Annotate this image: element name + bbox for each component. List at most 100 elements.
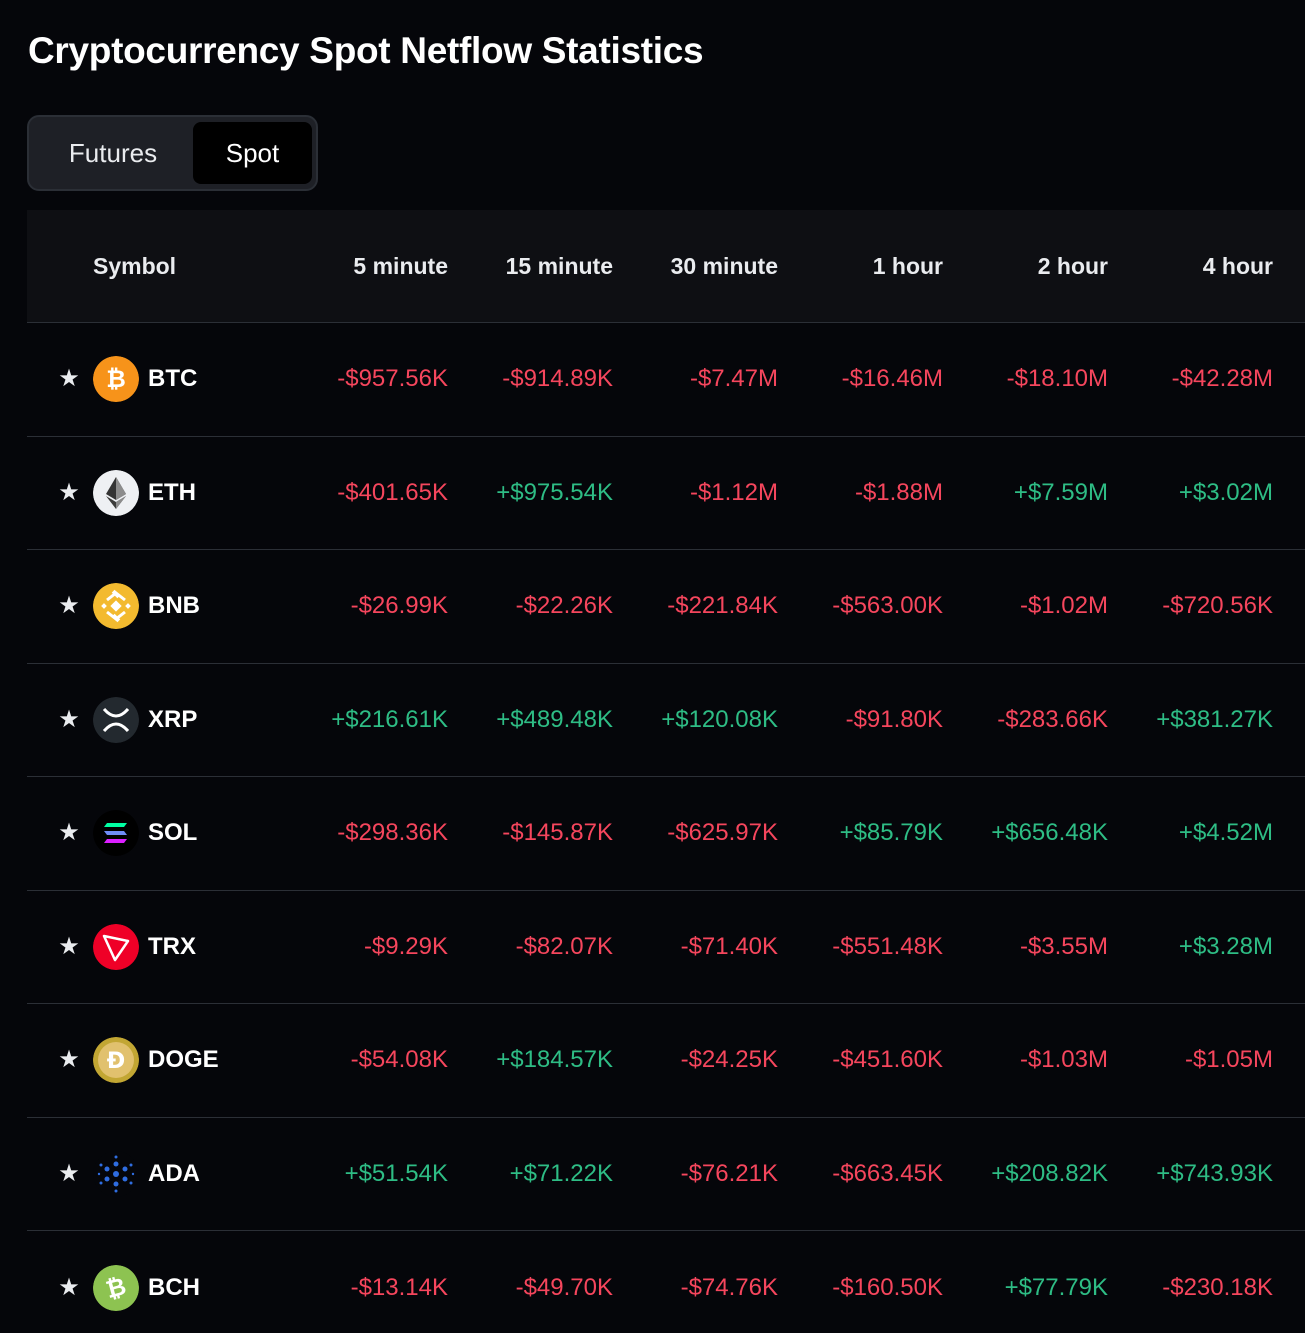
favorite-star-icon[interactable]: ★ [58, 705, 80, 733]
column-header-1h[interactable]: 1 hour [872, 252, 943, 279]
netflow-5m-cell: -$13.14K [350, 1273, 448, 1301]
netflow-1h-cell: -$663.45K [832, 1159, 943, 1187]
symbol-label[interactable]: XRP [148, 705, 198, 733]
symbol-label[interactable]: ETH [148, 478, 196, 506]
table-row[interactable]: ★ ADA +$51.54K +$71.22K -$76.21K -$663.45K +$2… [27, 1118, 1305, 1231]
table-header: Symbol 5 minute 15 minute 30 minute 1 ho… [27, 210, 1305, 323]
symbol-cell: ★ BNB [27, 550, 283, 663]
netflow-1h-cell: -$16.46M [841, 365, 943, 393]
tab-spot[interactable]: Spot [193, 122, 312, 184]
netflow-5m-cell: -$9.29K [363, 932, 448, 960]
netflow-30m-cell: -$221.84K [667, 592, 778, 620]
netflow-table: Symbol 5 minute 15 minute 30 minute 1 ho… [27, 210, 1305, 1333]
favorite-star-icon[interactable]: ★ [58, 592, 80, 620]
netflow-2h-cell: -$1.02M [1019, 592, 1108, 620]
symbol-cell: ★ Ð DOGE [27, 1004, 283, 1117]
netflow-15m-cell: +$975.54K [496, 478, 613, 506]
favorite-star-icon[interactable]: ★ [58, 1046, 80, 1074]
netflow-30m-cell: -$24.25K [680, 1046, 778, 1074]
table-row[interactable]: ★ ETH -$401.65K +$975.54K -$1.12M -$1.88M +$7.… [27, 437, 1305, 550]
column-header-4h[interactable]: 4 hour [1202, 252, 1273, 279]
symbol-cell: ★ ADA [27, 1118, 283, 1231]
netflow-30m-cell: -$76.21K [680, 1159, 778, 1187]
netflow-1h-cell: +$85.79K [839, 819, 943, 847]
symbol-cell: ★ ₿ BCH [27, 1231, 283, 1333]
netflow-2h-cell: -$283.66K [997, 705, 1108, 733]
column-header-symbol[interactable]: Symbol [93, 252, 177, 279]
netflow-1h-cell: -$563.00K [832, 592, 943, 620]
table-row[interactable]: ★ BNB -$26.99K -$22.26K -$221.84K -$563.00K -$… [27, 550, 1305, 664]
favorite-star-icon[interactable]: ★ [58, 365, 80, 393]
favorite-star-icon[interactable]: ★ [58, 1273, 80, 1301]
netflow-4h-cell: -$720.56K [1162, 592, 1273, 620]
netflow-4h-cell: +$381.27K [1156, 705, 1273, 733]
ethereum-icon [93, 469, 139, 516]
table-row[interactable]: ★ Ð DOGE -$54.08K +$184.57K -$24.25K -$451.60K… [27, 1004, 1305, 1118]
netflow-1h-cell: -$551.48K [832, 932, 943, 960]
symbol-label[interactable]: BCH [148, 1273, 200, 1301]
favorite-star-icon[interactable]: ★ [58, 819, 80, 847]
netflow-15m-cell: +$184.57K [496, 1046, 613, 1074]
netflow-30m-cell: -$1.12M [689, 478, 778, 506]
netflow-5m-cell: -$26.99K [350, 592, 448, 620]
column-header-5m[interactable]: 5 minute [353, 252, 448, 279]
netflow-4h-cell: +$4.52M [1178, 819, 1273, 847]
symbol-label[interactable]: BNB [148, 592, 200, 620]
symbol-cell: ★ ETH [27, 437, 283, 550]
symbol-cell: ★ SOL [27, 777, 283, 890]
netflow-5m-cell: +$216.61K [331, 705, 448, 733]
symbol-label[interactable]: DOGE [148, 1046, 219, 1074]
netflow-5m-cell: -$298.36K [337, 819, 448, 847]
netflow-5m-cell: +$51.54K [344, 1159, 448, 1187]
netflow-4h-cell: -$230.18K [1162, 1273, 1273, 1301]
netflow-4h-cell: -$1.05M [1184, 1046, 1273, 1074]
netflow-4h-cell: +$3.28M [1178, 932, 1273, 960]
table-row[interactable]: ★ ₿ BCH -$13.14K -$49.70K -$74.76K -$160.50K +$… [27, 1231, 1305, 1333]
netflow-1h-cell: -$91.80K [845, 705, 943, 733]
table-body: ★ ₿ BTC -$957.56K -$914.89K -$7.47M -$16.46M -$… [27, 323, 1305, 1333]
table-row[interactable]: ★ XRP +$216.61K +$489.48K +$120.08K -$91.80K -… [27, 664, 1305, 777]
favorite-star-icon[interactable]: ★ [58, 932, 80, 960]
netflow-30m-cell: +$120.08K [661, 705, 778, 733]
page-title: Cryptocurrency Spot Netflow Statistics [28, 30, 704, 71]
symbol-label[interactable]: TRX [148, 932, 196, 960]
table-row[interactable]: ★ TRX -$9.29K -$82.07K -$71.40K -$551.48K -$3.… [27, 891, 1305, 1004]
symbol-label[interactable]: BTC [148, 365, 198, 393]
column-header-30m[interactable]: 30 minute [670, 252, 778, 279]
netflow-2h-cell: +$7.59M [1013, 478, 1108, 506]
table-row[interactable]: ★ ₿ BTC -$957.56K -$914.89K -$7.47M -$16.46M -$… [27, 323, 1305, 437]
xrp-icon [93, 696, 139, 743]
netflow-2h-cell: +$208.82K [991, 1159, 1108, 1187]
netflow-2h-cell: -$3.55M [1019, 932, 1108, 960]
column-header-2h[interactable]: 2 hour [1037, 252, 1108, 279]
symbol-label[interactable]: SOL [148, 819, 198, 847]
netflow-2h-cell: +$77.79K [1004, 1273, 1108, 1301]
dogecoin-icon: Ð [93, 1037, 139, 1084]
market-type-toggle: Futures Spot [27, 115, 318, 191]
column-header-15m[interactable]: 15 minute [505, 252, 613, 279]
netflow-2h-cell: -$18.10M [1006, 365, 1108, 393]
bnb-icon [93, 583, 139, 630]
netflow-5m-cell: -$957.56K [337, 365, 448, 393]
netflow-5m-cell: -$54.08K [350, 1046, 448, 1074]
favorite-star-icon[interactable]: ★ [58, 478, 80, 506]
netflow-15m-cell: +$489.48K [496, 705, 613, 733]
netflow-1h-cell: -$160.50K [832, 1273, 943, 1301]
netflow-15m-cell: -$145.87K [502, 819, 613, 847]
netflow-5m-cell: -$401.65K [337, 478, 448, 506]
svg-text:Ð: Ð [107, 1049, 125, 1074]
netflow-15m-cell: -$22.26K [515, 592, 613, 620]
netflow-15m-cell: +$71.22K [509, 1159, 613, 1187]
netflow-30m-cell: -$71.40K [680, 932, 778, 960]
table-row[interactable]: ★ SOL -$298.36K -$145.87K -$625.97K +$85.79K +… [27, 777, 1305, 891]
symbol-cell: ★ ₿ BTC [27, 323, 283, 436]
netflow-2h-cell: +$656.48K [991, 819, 1108, 847]
symbol-cell: ★ TRX [27, 891, 283, 1004]
symbol-label[interactable]: ADA [148, 1159, 200, 1187]
netflow-2h-cell: -$1.03M [1019, 1046, 1108, 1074]
tab-futures[interactable]: Futures [68, 137, 158, 168]
bitcoin-cash-icon: ₿ [93, 1264, 139, 1311]
favorite-star-icon[interactable]: ★ [58, 1159, 80, 1187]
netflow-1h-cell: -$451.60K [832, 1046, 943, 1074]
bitcoin-icon: ₿ [93, 356, 139, 403]
